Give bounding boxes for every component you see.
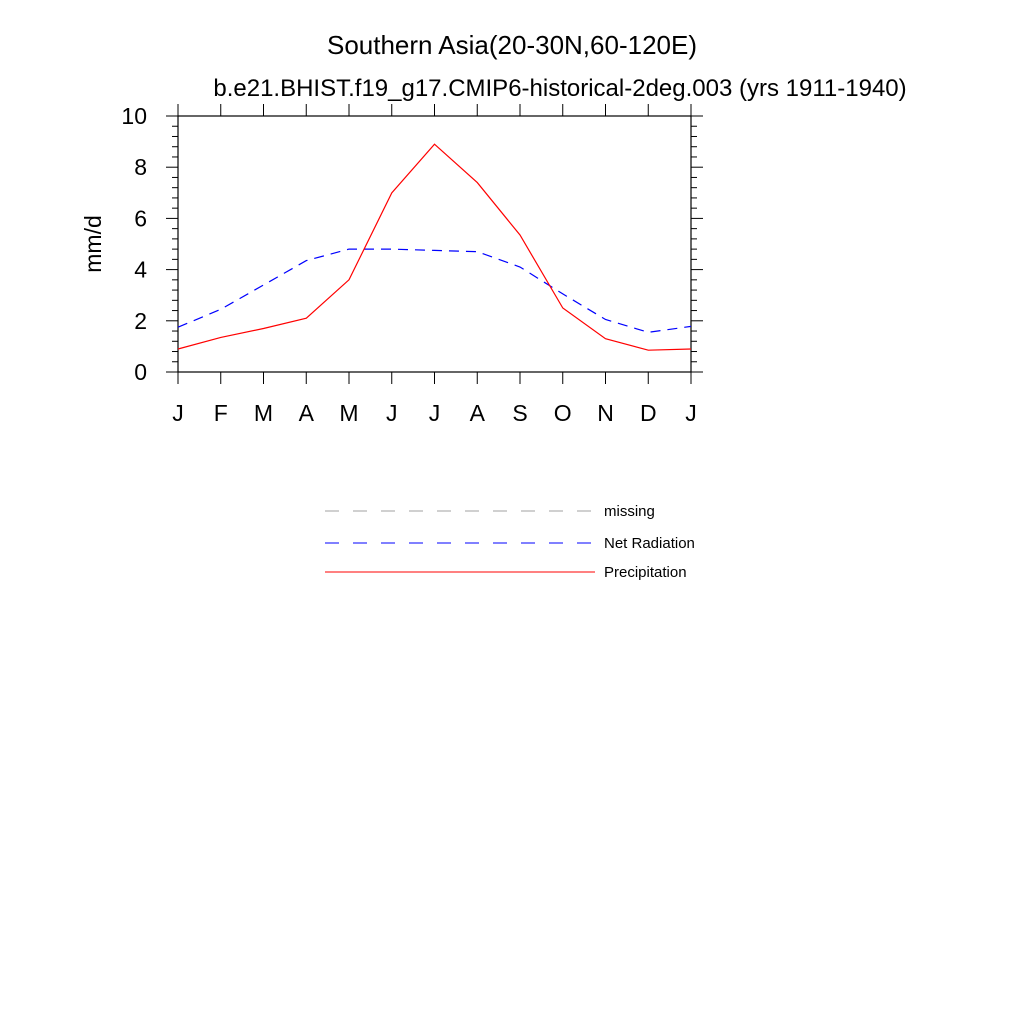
x-tick-label: M [254,400,273,426]
x-tick-label: A [470,400,486,426]
series-lines [177,143,692,351]
chart-title: Southern Asia(20-30N,60-120E) [327,30,697,60]
y-tick-label: 8 [134,154,147,180]
x-tick-label: J [172,400,184,426]
y-tick-label: 4 [134,257,147,283]
y-tick-label: 6 [134,205,147,231]
x-tick-label: F [214,400,228,426]
series-line-net-radiation [177,248,692,333]
x-tick-label: O [554,400,572,426]
legend-label-missing: missing [604,503,655,520]
y-tick-label: 0 [134,359,147,385]
y-tick-label: 10 [121,103,147,129]
chart-subtitle: b.e21.BHIST.f19_g17.CMIP6-historical-2de… [213,75,906,102]
x-tick-label: N [597,400,614,426]
legend-label-net-radiation: Net Radiation [604,535,695,552]
y-tick-label: 2 [134,308,147,334]
x-tick-label: J [685,400,697,426]
x-tick-label: S [512,400,527,426]
x-tick-label: D [640,400,657,426]
plot-frame [177,115,692,373]
series-line-precipitation [177,143,692,351]
legend-label-precipitation: Precipitation [604,564,687,581]
legend: missing Net Radiation Precipitation [325,503,695,581]
x-tick-label: A [299,400,315,426]
x-tick-label: M [339,400,358,426]
x-tick-label: J [429,400,441,426]
y-axis-label: mm/d [80,215,106,273]
x-tick-label: J [386,400,398,426]
